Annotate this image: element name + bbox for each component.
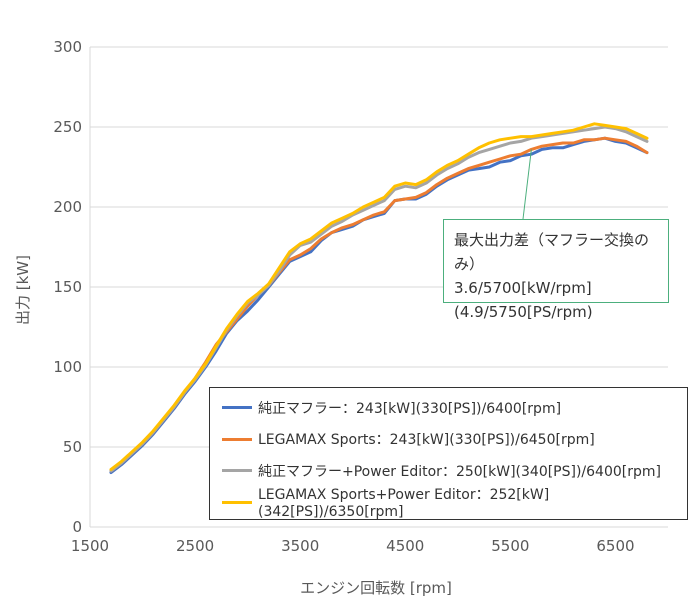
legend-item-legamax: LEGAMAX Sports：243[kW](330[PS])/6450[rpm… [222, 424, 687, 456]
grid-layer [89, 46, 668, 528]
annotation-kw-value: 3.6/5700[kW/rpm] [454, 279, 592, 297]
annotation-ps-value: (4.9/5750[PS/rpm) [454, 303, 593, 321]
x-tick-label: 4500 [386, 537, 424, 555]
legend-swatch-legamax-pe [222, 500, 252, 504]
x-axis-title: エンジン回転数 [rpm] [300, 579, 452, 597]
legend-swatch-stock-pe [222, 469, 252, 473]
x-tick-label: 3500 [281, 537, 319, 555]
y-tick-label: 150 [53, 278, 82, 296]
legend: 純正マフラー：243[kW](330[PS])/6400[rpm] LEGAMA… [209, 387, 688, 520]
x-tick-label: 2500 [176, 537, 214, 555]
y-tick-label: 0 [72, 518, 82, 536]
series-layer [109, 122, 649, 475]
y-tick-label: 50 [63, 438, 82, 456]
legend-label-legamax: LEGAMAX Sports：243[kW](330[PS])/6450[rpm… [258, 432, 595, 449]
legend-label-stock: 純正マフラー：243[kW](330[PS])/6400[rpm] [258, 400, 562, 417]
legend-item-stock: 純正マフラー：243[kW](330[PS])/6400[rpm] [222, 392, 687, 424]
y-tick-label: 300 [53, 38, 82, 56]
y-tick-label: 100 [53, 358, 82, 376]
legend-item-legamax-pe: LEGAMAX Sports+Power Editor：252[kW](342[… [222, 487, 687, 521]
y-axis-title: 出力 [kW] [14, 255, 32, 325]
x-tick-labels: 1500 2500 3500 4500 5500 6500 [71, 537, 635, 555]
y-tick-label: 250 [53, 118, 82, 136]
legend-swatch-stock [222, 406, 252, 410]
y-tick-labels: 0 50 100 150 200 250 300 [53, 38, 82, 536]
annotation-pointer-line [522, 149, 532, 220]
series-line-legamax-pe [109, 122, 649, 471]
annotation-box: 最大出力差（マフラー交換のみ） 3.6/5700[kW/rpm] (4.9/57… [443, 219, 669, 321]
x-tick-label: 5500 [491, 537, 529, 555]
legend-item-stock-pe: 純正マフラー+Power Editor：250[kW](340[PS])/640… [222, 455, 687, 487]
annotation-title: 最大出力差（マフラー交換のみ） [454, 231, 650, 273]
x-tick-label: 1500 [71, 537, 109, 555]
legend-label-stock-pe: 純正マフラー+Power Editor：250[kW](340[PS])/640… [258, 463, 661, 480]
y-tick-label: 200 [53, 198, 82, 216]
legend-swatch-legamax [222, 437, 252, 441]
x-tick-label: 6500 [596, 537, 634, 555]
legend-label-legamax-pe: LEGAMAX Sports+Power Editor：252[kW](342[… [258, 487, 550, 521]
